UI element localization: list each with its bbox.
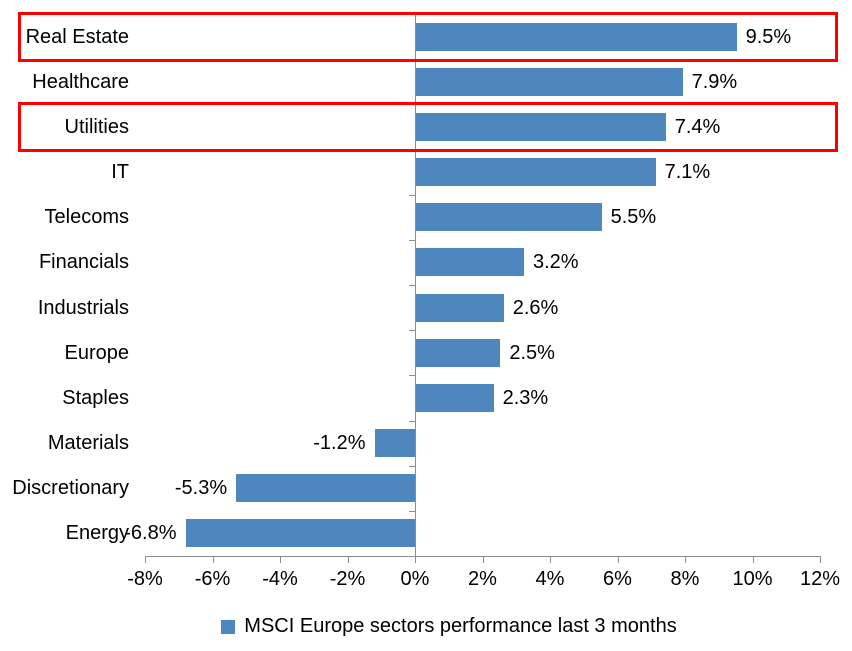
x-axis-line: [145, 556, 821, 557]
x-axis-tick: [415, 557, 416, 563]
category-axis-tick: [409, 375, 416, 377]
value-label: 7.4%: [674, 115, 721, 138]
bar: [185, 519, 415, 548]
x-axis-tick: [280, 557, 281, 563]
bar: [416, 203, 602, 232]
value-label: -6.8%: [124, 522, 177, 545]
value-label: 2.5%: [509, 341, 555, 364]
bar: [416, 112, 666, 141]
x-tick-label: 6%: [603, 568, 632, 590]
legend: MSCI Europe sectors performance last 3 m…: [23, 612, 852, 640]
bar: [416, 158, 656, 187]
category-label: Energy: [65, 522, 129, 545]
category-axis-tick: [409, 465, 416, 467]
x-axis-tick: [212, 557, 214, 563]
highlight-box: [18, 102, 838, 153]
x-tick-label: 0%: [400, 568, 430, 590]
bar: [416, 338, 501, 367]
legend-label: MSCI Europe sectors performance last 3 m…: [244, 615, 677, 637]
x-tick-label: -2%: [329, 568, 366, 590]
x-axis-tick: [347, 557, 349, 563]
value-label: 9.5%: [745, 25, 792, 48]
bar: [416, 293, 504, 322]
category-axis-tick: [409, 194, 416, 196]
x-axis-tick: [482, 557, 484, 563]
bar: [374, 429, 415, 458]
category-label: Healthcare: [32, 70, 129, 93]
highlight-box: [18, 12, 838, 62]
x-axis-tick: [752, 557, 754, 563]
x-axis-tick: [145, 557, 146, 563]
bar: [416, 67, 683, 96]
category-label: Industrials: [37, 296, 129, 319]
value-label: -1.2%: [313, 432, 366, 455]
value-label: -5.3%: [174, 477, 228, 500]
category-axis-tick: [409, 330, 416, 332]
x-axis-tick: [550, 557, 551, 563]
value-label: 5.5%: [610, 206, 657, 229]
category-label: IT: [111, 161, 129, 184]
x-tick-label: 2%: [468, 568, 497, 590]
category-axis-tick: [409, 420, 416, 422]
category-label: Utilities: [64, 115, 129, 138]
x-axis-tick: [820, 557, 821, 563]
bar: [416, 248, 524, 277]
category-label: Materials: [47, 432, 129, 455]
x-tick-label: 4%: [535, 568, 565, 590]
x-axis-tick: [617, 557, 619, 563]
x-tick-label: -6%: [194, 568, 231, 590]
x-axis-tick: [685, 557, 686, 563]
value-label: 3.2%: [533, 251, 579, 274]
category-axis-tick: [409, 510, 416, 512]
category-label: Staples: [62, 386, 129, 409]
x-tick-label: 8%: [670, 568, 700, 590]
x-tick-label: 10%: [732, 568, 773, 590]
value-label: 7.9%: [691, 70, 738, 93]
category-axis-tick: [409, 239, 416, 241]
category-label: Telecoms: [44, 206, 129, 229]
value-label: 2.3%: [502, 386, 549, 409]
bar: [416, 383, 494, 412]
value-label: 7.1%: [664, 161, 711, 184]
bar: [236, 474, 415, 503]
x-tick-label: -8%: [127, 568, 163, 590]
category-label: Discretionary: [12, 477, 129, 500]
category-label: Financials: [38, 251, 129, 274]
category-label: Europe: [64, 341, 130, 364]
bar: [416, 22, 737, 51]
category-label: Real Estate: [25, 25, 129, 48]
value-label: 2.6%: [512, 296, 559, 319]
x-tick-label: -4%: [262, 568, 298, 590]
legend-marker-icon: [221, 620, 236, 634]
x-tick-label: 12%: [799, 568, 841, 590]
category-axis-tick: [409, 285, 416, 286]
category-axis-tick: [409, 556, 416, 557]
